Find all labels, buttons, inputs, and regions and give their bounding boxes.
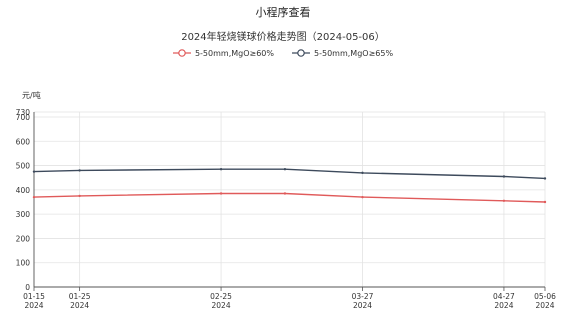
y-tick-label-top: 730: [16, 108, 31, 117]
series-2-point-2: [219, 168, 223, 171]
series-line-1: [33, 192, 546, 203]
x-tick-year-2: 2024: [212, 301, 231, 310]
legend-swatch-series-1: [172, 49, 191, 57]
x-tick-date-5: 05-06: [534, 292, 556, 301]
series-2-point-1: [78, 169, 81, 172]
series-1-point-3: [283, 192, 287, 195]
y-axis-unit-label: 元/吨: [22, 91, 41, 100]
legend-label-series-2: 5-50mm,MgO≥65%: [314, 48, 394, 58]
y-tick-label-500: 500: [16, 162, 31, 171]
x-tick-date-3: 03-27: [352, 292, 374, 301]
series-2-point-5: [502, 175, 506, 178]
y-tick-label-300: 300: [16, 210, 31, 219]
y-tick-label-400: 400: [16, 186, 31, 195]
series-1-point-5: [502, 199, 506, 202]
series-1-point-4: [361, 195, 364, 199]
series-2-point-6: [543, 177, 547, 180]
series-1-point-2: [219, 192, 223, 195]
legend-item-series-1[interactable]: 5-50mm,MgO≥60%: [172, 48, 274, 58]
x-tick-date-0: 01-15: [23, 292, 45, 301]
y-tick-label-600: 600: [16, 137, 31, 146]
chart-legend[interactable]: 5-50mm,MgO≥60% 5-50mm,MgO≥65%: [0, 48, 566, 58]
series-2-point-4: [361, 171, 364, 175]
y-tick-label-700: 700: [16, 113, 31, 122]
x-tick-date-2: 02-25: [210, 292, 232, 301]
chart-grid: [33, 111, 546, 287]
legend-item-series-2[interactable]: 5-50mm,MgO≥65%: [292, 48, 393, 58]
series-1-point-6: [543, 200, 547, 204]
x-tick-date-1: 01-25: [69, 292, 91, 301]
series-2-point-0: [32, 170, 36, 173]
chart-series: [32, 168, 547, 204]
legend-label-series-1: 5-50mm,MgO≥60%: [194, 48, 274, 58]
x-tick-year-5: 2024: [535, 301, 554, 310]
y-tick-label-200: 200: [16, 234, 31, 243]
series-line-2: [33, 168, 546, 180]
chart-title: 2024年轻烧镁球价格走势图（2024-05-06）: [181, 32, 385, 43]
series-1-point-0: [32, 195, 36, 199]
x-tick-year-4: 2024: [494, 301, 513, 310]
x-axis-ticks: 01-15202401-25202402-25202403-27202404-2…: [23, 292, 556, 310]
x-tick-year-0: 2024: [24, 301, 43, 310]
series-1-point-1: [78, 194, 81, 198]
x-tick-year-3: 2024: [353, 301, 372, 310]
series-2-point-3: [283, 168, 287, 171]
legend-swatch-series-2: [292, 49, 310, 57]
chart-axes: [33, 112, 546, 291]
app-title: 小程序查看: [255, 6, 311, 19]
x-tick-date-4: 04-27: [493, 292, 515, 301]
x-tick-year-1: 2024: [70, 301, 89, 310]
y-tick-label-0: 0: [25, 283, 30, 292]
y-tick-label-100: 100: [16, 259, 31, 268]
